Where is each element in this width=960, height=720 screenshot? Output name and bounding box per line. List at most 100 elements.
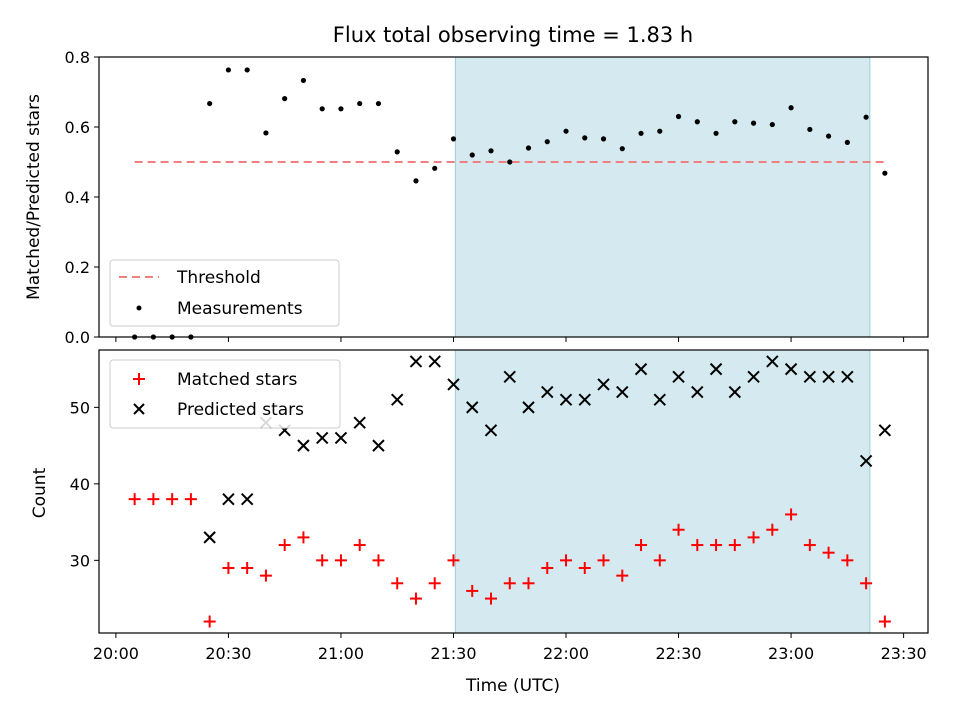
matched-star-point <box>578 561 591 574</box>
measurement-point <box>788 105 794 111</box>
legend-predicted-label: Predicted stars <box>177 400 304 420</box>
matched-star-point <box>503 577 516 590</box>
predicted-star-point <box>484 424 498 437</box>
matched-star-point <box>353 539 366 552</box>
measurement-point <box>488 148 494 154</box>
predicted-star-point <box>672 370 685 383</box>
predicted-star-point <box>353 416 366 429</box>
matched-star-point <box>635 539 648 552</box>
x-tick-label: 20:00 <box>93 644 139 663</box>
measurement-point <box>694 119 700 125</box>
bottom-shaded-region <box>455 350 870 633</box>
measurement-point <box>732 119 738 125</box>
matched-star-point <box>803 539 816 552</box>
predicted-star-point <box>766 355 779 368</box>
bottom-y-tick-label: 40 <box>70 475 90 494</box>
measurement-point <box>769 121 775 128</box>
matched-star-point <box>841 554 854 567</box>
matched-star-point <box>785 508 798 521</box>
matched-star-point <box>822 546 835 559</box>
predicted-star-point <box>522 401 535 414</box>
legend-matched-label: Matched stars <box>177 370 297 390</box>
matched-star-point <box>297 531 310 544</box>
measurement-point <box>563 128 569 134</box>
matched-star-point <box>597 554 610 567</box>
x-tick-label: 21:30 <box>430 644 476 663</box>
matched-star-point <box>860 577 873 590</box>
matched-star-point <box>672 523 685 536</box>
predicted-star-point <box>391 393 404 406</box>
predicted-star-point <box>653 393 667 406</box>
predicted-star-point <box>747 370 760 383</box>
measurement-point <box>657 128 663 134</box>
matched-star-point <box>128 493 141 506</box>
measurement-point <box>638 130 644 136</box>
matched-star-point <box>691 539 704 552</box>
top-y-axis-label: Matched/Predicted stars <box>24 94 44 300</box>
bottom-y-tick-label: 50 <box>70 398 90 417</box>
predicted-star-point <box>428 355 441 368</box>
legend-measurements-label: Measurements <box>177 299 303 319</box>
matched-star-point <box>616 569 629 582</box>
predicted-star-point <box>709 362 723 376</box>
measurement-point <box>357 100 363 107</box>
top-shaded-region <box>455 57 870 337</box>
predicted-star-point <box>409 355 423 368</box>
predicted-star-point <box>822 370 835 383</box>
measurement-point <box>750 120 757 126</box>
x-tick-label: 23:30 <box>881 644 927 663</box>
x-tick-label: 20:30 <box>205 644 251 663</box>
x-axis-label: Time (UTC) <box>465 676 560 696</box>
measurement-point <box>600 136 607 142</box>
matched-star-point <box>222 561 235 574</box>
bottom-axes-frame <box>98 349 929 634</box>
predicted-star-point <box>878 424 892 437</box>
matched-star-point <box>747 531 760 544</box>
bottom-legend: Matched stars Predicted stars <box>109 359 341 429</box>
top-panel: 0.00.20.40.60.8 Matched/Predicted stars … <box>24 48 929 347</box>
x-tick-label: 22:30 <box>655 644 701 663</box>
measurement-point <box>675 113 682 120</box>
matched-star-point <box>428 577 441 590</box>
measurement-point <box>282 96 288 102</box>
matched-star-point <box>466 584 479 597</box>
matched-star-point <box>447 554 460 567</box>
predicted-star-point <box>222 492 235 506</box>
top-y-tick-label: 0.2 <box>65 258 90 277</box>
legend-matched-swatch <box>133 373 145 385</box>
matched-star-point <box>541 561 554 574</box>
predicted-star-point <box>541 385 554 399</box>
predicted-star-point <box>616 385 629 399</box>
matched-star-point <box>316 554 329 567</box>
predicted-star-point <box>466 401 479 414</box>
matched-star-point <box>391 577 404 590</box>
legend-predicted-swatch <box>133 403 145 415</box>
matched-star-point <box>766 523 779 536</box>
top-legend: Threshold Measurements <box>109 259 340 327</box>
bottom-panel: 20:00 20:30 21:00 21:30 22:00 22:30 23:00 23:30… <box>30 349 929 696</box>
predicted-star-point <box>803 370 817 383</box>
measurement-point <box>844 139 850 145</box>
measurement-point <box>807 126 813 133</box>
measurement-point <box>413 178 419 184</box>
predicted-star-point <box>634 362 648 376</box>
measurement-point <box>338 106 344 112</box>
bottom-y-axis-label: Count <box>30 467 50 518</box>
measurement-point <box>225 67 232 73</box>
predicted-star-point <box>597 378 610 391</box>
predicted-star-point <box>784 362 798 376</box>
predicted-star-point <box>503 370 516 383</box>
measurement-point <box>450 136 457 142</box>
predicted-star-point <box>372 439 385 452</box>
measurement-point <box>507 159 513 165</box>
measurement-point <box>713 130 719 136</box>
matched-star-point <box>166 493 179 506</box>
matched-star-point <box>710 539 723 552</box>
matched-star-point <box>241 561 254 574</box>
legend-measurements-swatch <box>136 305 142 311</box>
top-y-tick-label: 0.4 <box>65 188 90 207</box>
measurement-point <box>432 165 438 171</box>
measurement-point <box>319 106 325 112</box>
measurement-point <box>619 146 625 152</box>
